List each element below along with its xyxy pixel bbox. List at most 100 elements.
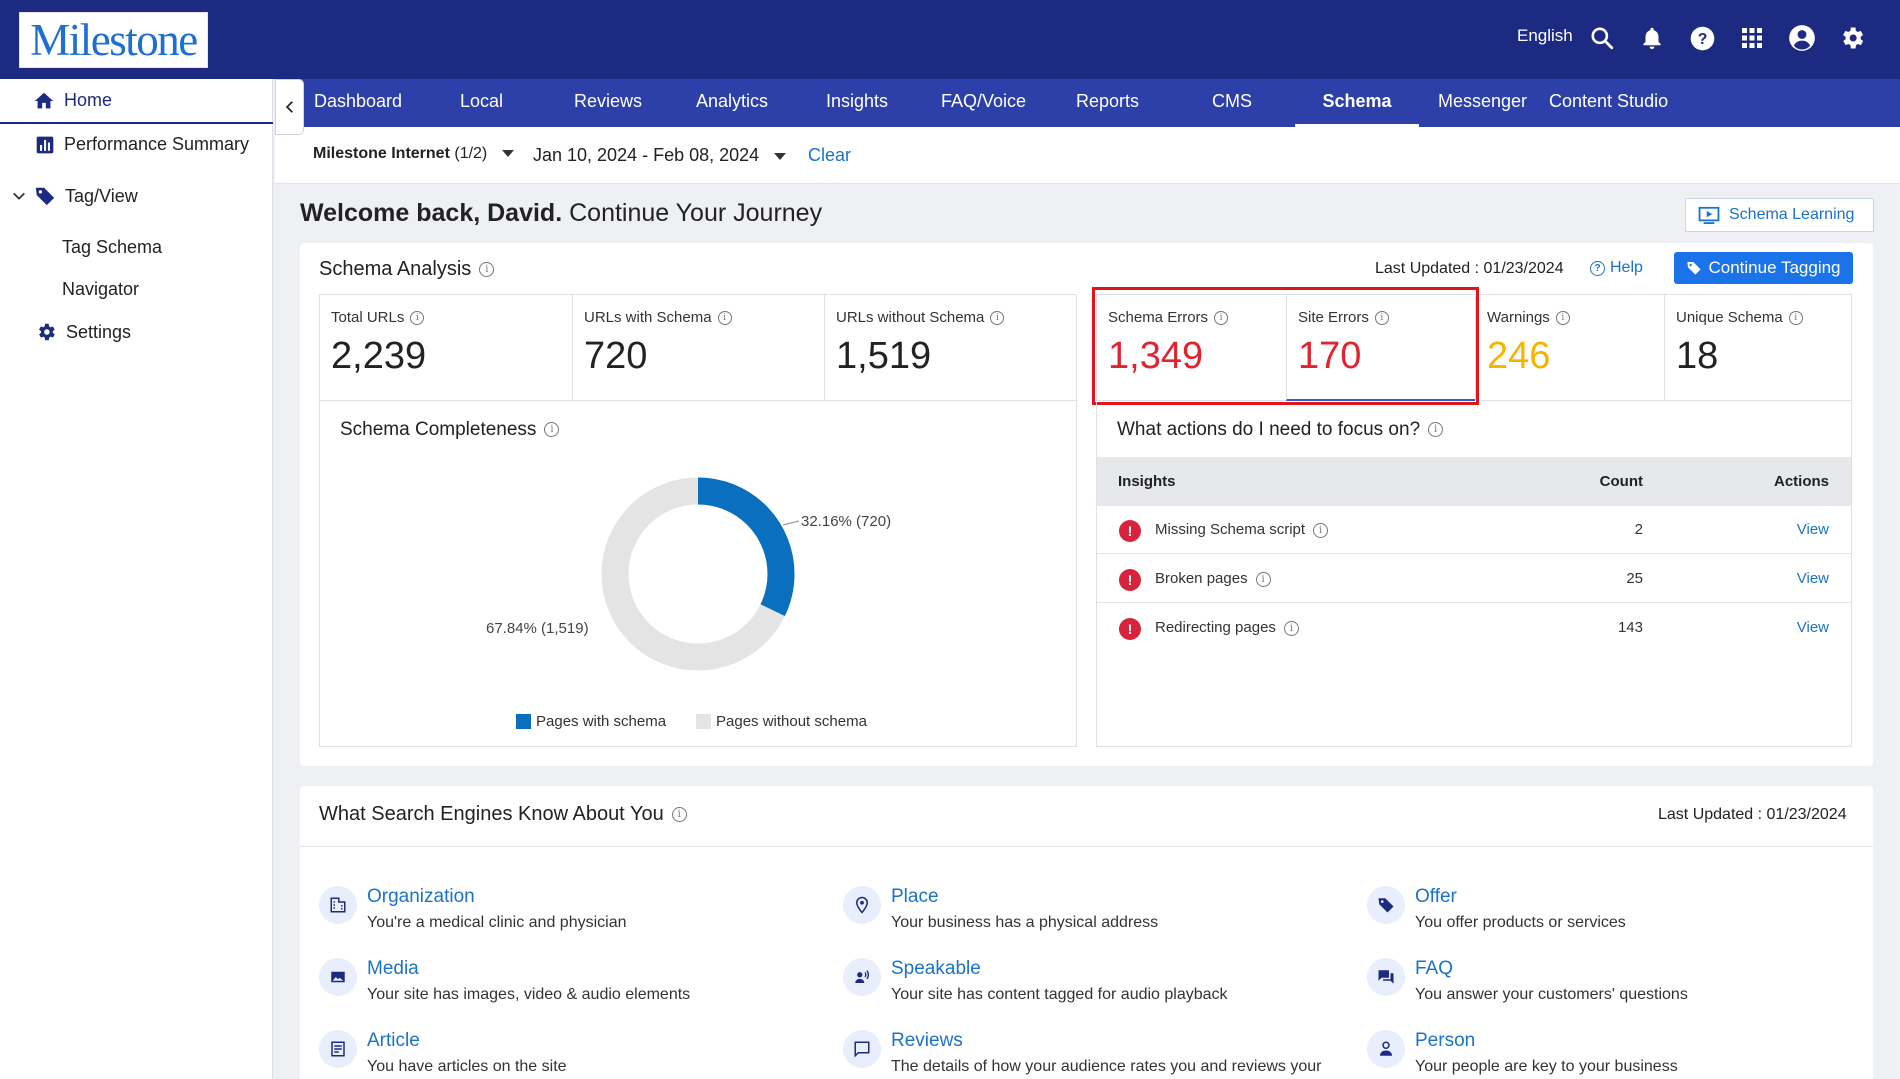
schema-card-title[interactable]: Media <box>367 958 419 979</box>
account-icon[interactable] <box>1787 23 1817 53</box>
tab-messenger[interactable]: Messenger <box>1438 91 1528 111</box>
metric-value: 2,239 <box>331 335 427 377</box>
schema-learning-button[interactable]: Schema Learning <box>1685 198 1874 232</box>
donut-slice-with-schema[interactable] <box>601 477 795 671</box>
metric-unique-schema[interactable]: Unique Schema i 18 <box>1664 294 1852 401</box>
collapse-sidebar-button[interactable] <box>275 79 304 135</box>
info-icon[interactable]: i <box>671 807 687 823</box>
sidebar-item-performance-summary[interactable]: Performance Summary <box>35 134 249 155</box>
legend-swatch-with <box>516 714 531 729</box>
metric-site-errors[interactable]: Site Errors i 170 <box>1286 294 1475 401</box>
metric-value: 18 <box>1676 335 1719 377</box>
info-icon[interactable]: i <box>1255 571 1271 587</box>
continue-tagging-button[interactable]: Continue Tagging <box>1674 252 1853 284</box>
schema-card-speakable[interactable]: Speakable Your site has content tagged f… <box>843 958 1333 1018</box>
metric-value: 1,349 <box>1108 335 1204 377</box>
bell-icon[interactable] <box>1637 23 1667 53</box>
info-icon[interactable]: i <box>479 262 495 278</box>
tab-analytics[interactable]: Analytics <box>696 91 769 111</box>
schema-card-faq[interactable]: FAQ You answer your customers' questions <box>1367 958 1857 1018</box>
focus-actions-box <box>1096 401 1852 747</box>
schema-card-person[interactable]: Person Your people are key to your busin… <box>1367 1030 1857 1079</box>
tab-faq-voice[interactable]: FAQ/Voice <box>941 91 1027 111</box>
apps-grid-icon[interactable] <box>1737 23 1767 53</box>
schema-card-place[interactable]: Place Your business has a physical addre… <box>843 886 1333 946</box>
schema-card-title[interactable]: Organization <box>367 886 475 907</box>
metric-schema-errors[interactable]: Schema Errors i 1,349 <box>1096 294 1286 401</box>
tab-local[interactable]: Local <box>460 91 504 111</box>
sidebar-item-settings[interactable]: Settings <box>35 321 131 343</box>
tab-cms[interactable]: CMS <box>1212 91 1252 111</box>
tab-content-studio[interactable]: Content Studio <box>1549 91 1669 111</box>
sidebar-item-label: Tag/View <box>65 185 138 206</box>
sidebar: Home <box>0 79 273 1079</box>
sidebar-item-navigator[interactable]: Navigator <box>62 279 139 300</box>
help-link[interactable]: ? Help <box>1590 259 1643 277</box>
schema-card-title[interactable]: FAQ <box>1415 958 1454 979</box>
top-header: Milestone English ? <box>0 0 1900 79</box>
settings-gear-icon[interactable] <box>1837 23 1867 53</box>
metrics-row: Total URLs i 2,239 URLs with Schema i 720 … <box>319 294 1852 401</box>
metric-urls-with-schema[interactable]: URLs with Schema i 720 <box>572 294 824 401</box>
schema-card-reviews[interactable]: Reviews The details of how your audience… <box>843 1030 1333 1079</box>
chevron-left-icon <box>285 101 293 113</box>
metric-total-urls[interactable]: Total URLs i 2,239 <box>319 294 572 401</box>
metric-warnings[interactable]: Warnings i 246 <box>1475 294 1664 401</box>
person-icon <box>1367 1030 1405 1068</box>
info-icon[interactable]: i <box>1555 311 1570 326</box>
account-count: (1/2) <box>454 145 488 162</box>
tab-insights[interactable]: Insights <box>826 91 889 111</box>
search-icon[interactable] <box>1587 23 1617 53</box>
date-range-selector[interactable]: Jan 10, 2024 - Feb 08, 2024 <box>533 145 787 166</box>
view-action-link[interactable]: View <box>1796 570 1829 587</box>
info-icon[interactable]: i <box>1283 620 1299 636</box>
schema-card-article[interactable]: Article You have articles on the site <box>319 1030 809 1079</box>
schema-card-title[interactable]: Speakable <box>891 958 981 979</box>
info-icon[interactable]: i <box>1428 422 1444 438</box>
sidebar-item-tag-view[interactable]: Tag/View <box>11 185 138 207</box>
milestone-logo[interactable]: Milestone <box>19 12 208 68</box>
home-icon <box>34 92 54 108</box>
account-selector[interactable]: Milestone Internet (1/2) <box>313 145 514 163</box>
schema-last-updated: Last Updated : 01/23/2024 <box>1375 260 1564 277</box>
sidebar-item-tag-schema[interactable]: Tag Schema <box>62 237 162 258</box>
sidebar-item-home[interactable]: Home <box>0 79 273 124</box>
info-icon[interactable]: i <box>1788 311 1803 326</box>
tab-reviews[interactable]: Reviews <box>574 91 643 111</box>
schema-card-media[interactable]: Media Your site has images, video & audi… <box>319 958 809 1018</box>
legend-pages-with-schema[interactable]: Pages with schema <box>516 713 666 730</box>
info-icon[interactable]: i <box>544 422 560 438</box>
tab-dashboard[interactable]: Dashboard <box>314 91 403 111</box>
info-icon[interactable]: i <box>717 311 732 326</box>
schema-card-organization[interactable]: Organization You're a medical clinic and… <box>319 886 809 946</box>
schema-card-desc: Your people are key to your business <box>1415 1058 1678 1075</box>
info-icon[interactable]: i <box>410 311 425 326</box>
schema-card-title[interactable]: Reviews <box>891 1030 963 1051</box>
tab-schema[interactable]: Schema <box>1295 79 1419 127</box>
help-icon[interactable]: ? <box>1687 23 1717 53</box>
schema-card-title[interactable]: Place <box>891 886 939 907</box>
insight-count: 25 <box>1626 570 1643 587</box>
schema-completeness-box <box>319 401 1077 747</box>
view-action-link[interactable]: View <box>1796 521 1829 538</box>
info-icon[interactable]: i <box>1214 311 1229 326</box>
clear-filters-link[interactable]: Clear <box>808 145 852 165</box>
metric-urls-without-schema[interactable]: URLs without Schema i 1,519 <box>824 294 1077 401</box>
welcome-subtitle: Continue Your Journey <box>569 199 823 227</box>
info-icon[interactable]: i <box>990 311 1005 326</box>
info-icon[interactable]: i <box>1313 522 1329 538</box>
view-action-link[interactable]: View <box>1796 619 1829 636</box>
schema-card-offer[interactable]: Offer You offer products or services <box>1367 886 1857 946</box>
focus-actions-title-text: What actions do I need to focus on? <box>1117 419 1421 440</box>
insight-label: Broken pages i <box>1155 570 1271 587</box>
schema-analysis-title: Schema Analysis i <box>319 258 495 281</box>
info-icon[interactable]: i <box>1374 311 1389 326</box>
legend-pages-without-schema[interactable]: Pages without schema <box>696 713 867 730</box>
schema-card-title[interactable]: Offer <box>1415 886 1457 907</box>
gear-icon <box>39 323 55 341</box>
tab-reports[interactable]: Reports <box>1076 91 1140 111</box>
schema-card-title[interactable]: Person <box>1415 1030 1476 1051</box>
schema-card-title[interactable]: Article <box>367 1030 420 1051</box>
chevron-down-icon <box>13 192 25 200</box>
language-selector[interactable]: English <box>1517 26 1573 45</box>
